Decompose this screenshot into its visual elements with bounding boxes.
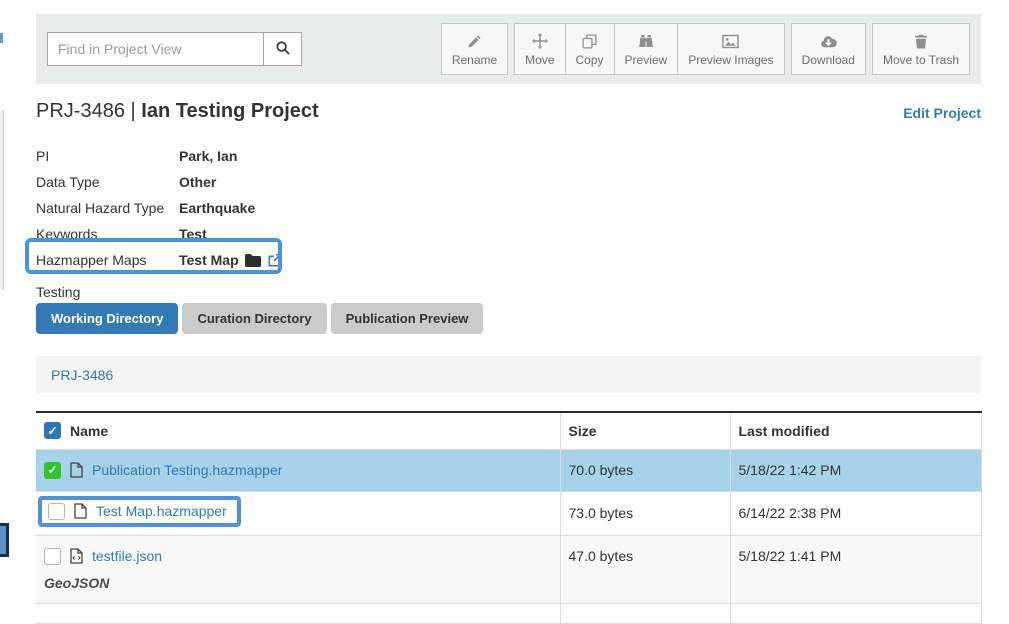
cutoff-link-fragment bbox=[0, 33, 3, 43]
file-icon bbox=[70, 462, 83, 478]
meta-value: Test bbox=[179, 226, 207, 242]
tab-publication-preview[interactable]: Publication Preview bbox=[330, 303, 484, 334]
meta-label: Hazmapper Maps bbox=[36, 252, 147, 268]
meta-row-pi: PI Park, Ian bbox=[36, 143, 536, 169]
column-header-name: Name bbox=[36, 411, 561, 450]
file-toolbar: Rename Move Copy Preview bbox=[36, 14, 981, 84]
copy-icon bbox=[582, 33, 597, 49]
size-cell: 73.0 bytes bbox=[560, 491, 731, 536]
breadcrumb: PRJ-3486 bbox=[36, 356, 981, 393]
size-cell: 70.0 bytes bbox=[560, 449, 731, 492]
button-label: Rename bbox=[451, 53, 498, 67]
tab-curation-directory[interactable]: Curation Directory bbox=[182, 303, 327, 334]
name-cell: Publication Testing.hazmapper bbox=[36, 449, 561, 492]
table-row[interactable]: testfile.json GeoJSON 47.0 bytes 5/18/22… bbox=[36, 535, 982, 604]
file-code-icon bbox=[70, 548, 83, 564]
button-label: Preview Images bbox=[688, 53, 774, 67]
project-metadata: PI Park, Ian Data Type Other Natural Haz… bbox=[25, 143, 536, 303]
table-header-row: Name Size Last modified bbox=[36, 411, 982, 450]
meta-label: Keywords bbox=[36, 226, 98, 242]
binoculars-icon bbox=[638, 33, 654, 49]
directory-tabs: Working Directory Curation Directory Pub… bbox=[36, 303, 484, 334]
title-separator: | bbox=[130, 100, 142, 122]
modified-cell: 6/14/22 2:38 PM bbox=[730, 491, 982, 536]
meta-row-hazmapper-maps: Hazmapper Maps Test Map bbox=[36, 247, 536, 273]
project-description: Testing bbox=[36, 284, 81, 300]
project-header: PRJ-3486 | Ian Testing Project Edit Proj… bbox=[36, 100, 981, 123]
folder-icon bbox=[244, 253, 261, 267]
modified-cell: 5/18/22 1:42 PM bbox=[730, 449, 982, 492]
button-label: Copy bbox=[575, 53, 604, 67]
meta-row-keywords: Keywords Test bbox=[36, 221, 536, 247]
size-cell bbox=[560, 603, 731, 624]
cloud-download-icon bbox=[820, 33, 837, 49]
pencil-icon bbox=[467, 33, 482, 49]
file-table: Name Size Last modified Publication Test… bbox=[36, 411, 982, 624]
project-title: Ian Testing Project bbox=[141, 100, 319, 122]
search-group bbox=[47, 32, 302, 66]
toolbar-buttons: Rename Move Copy Preview bbox=[440, 23, 970, 75]
edit-project-link[interactable]: Edit Project bbox=[903, 105, 981, 121]
meta-row-data-type: Data Type Other bbox=[36, 169, 536, 195]
table-row bbox=[36, 603, 982, 624]
external-link-icon[interactable] bbox=[267, 253, 282, 268]
meta-label: Natural Hazard Type bbox=[36, 200, 165, 216]
project-id: PRJ-3486 bbox=[36, 100, 125, 122]
trash-icon bbox=[914, 33, 928, 49]
project-view-page: { "toolbar": { "search_placeholder": "Fi… bbox=[0, 0, 1009, 609]
meta-label: Data Type bbox=[36, 174, 100, 190]
download-button[interactable]: Download bbox=[790, 23, 866, 75]
name-cell: Test Map.hazmapper bbox=[36, 491, 561, 536]
meta-value: Other bbox=[179, 174, 217, 190]
row-checkbox[interactable] bbox=[48, 502, 65, 520]
select-all-checkbox[interactable] bbox=[44, 422, 61, 440]
hazmapper-map-name: Test Map bbox=[179, 252, 239, 268]
meta-value: Test Map bbox=[179, 252, 282, 268]
button-label: Move to Trash bbox=[882, 53, 959, 67]
search-input[interactable] bbox=[47, 32, 264, 66]
button-label: Move bbox=[525, 53, 555, 67]
file-link[interactable]: testfile.json bbox=[92, 548, 163, 564]
meta-value: Park, Ian bbox=[179, 148, 238, 164]
modified-cell: 5/18/22 1:41 PM bbox=[730, 535, 982, 604]
row-checkbox[interactable] bbox=[44, 547, 61, 565]
size-cell: 47.0 bytes bbox=[560, 535, 731, 604]
meta-label: PI bbox=[36, 148, 50, 164]
meta-value: Earthquake bbox=[179, 200, 256, 216]
move-to-trash-button[interactable]: Move to Trash bbox=[871, 23, 970, 75]
move-arrows-icon bbox=[531, 33, 548, 49]
file-icon bbox=[74, 503, 87, 519]
image-icon bbox=[722, 33, 740, 49]
row-checkbox[interactable] bbox=[44, 461, 61, 479]
search-button[interactable] bbox=[264, 32, 302, 66]
cutoff-widget-fragment bbox=[0, 523, 9, 557]
move-button[interactable]: Move bbox=[514, 23, 566, 75]
page-title: PRJ-3486 | Ian Testing Project bbox=[36, 100, 319, 123]
table-row[interactable]: Test Map.hazmapper 73.0 bytes 6/14/22 2:… bbox=[36, 491, 982, 536]
table-row[interactable]: Publication Testing.hazmapper 70.0 bytes… bbox=[36, 449, 982, 492]
cutoff-sidebar-edge bbox=[0, 110, 4, 290]
copy-button[interactable]: Copy bbox=[564, 23, 615, 75]
modified-cell bbox=[730, 603, 982, 624]
breadcrumb-project-link[interactable]: PRJ-3486 bbox=[51, 366, 114, 383]
preview-button[interactable]: Preview bbox=[613, 23, 679, 75]
file-link[interactable]: Publication Testing.hazmapper bbox=[92, 462, 283, 478]
file-tag-geojson: GeoJSON bbox=[44, 574, 110, 591]
button-label: Download bbox=[801, 53, 855, 67]
file-tour-highlight: Test Map.hazmapper bbox=[38, 495, 241, 527]
name-cell: testfile.json GeoJSON bbox=[36, 535, 561, 604]
tab-working-directory[interactable]: Working Directory bbox=[36, 303, 179, 334]
search-icon bbox=[275, 40, 291, 59]
file-link[interactable]: Test Map.hazmapper bbox=[96, 503, 227, 519]
preview-images-button[interactable]: Preview Images bbox=[677, 23, 785, 75]
column-label: Name bbox=[70, 422, 109, 439]
column-header-size: Size bbox=[560, 411, 731, 450]
column-header-last-modified: Last modified bbox=[730, 411, 982, 450]
button-label: Preview bbox=[624, 53, 668, 67]
name-cell bbox=[36, 603, 561, 624]
meta-row-hazard-type: Natural Hazard Type Earthquake bbox=[36, 195, 536, 221]
rename-button[interactable]: Rename bbox=[440, 23, 509, 75]
